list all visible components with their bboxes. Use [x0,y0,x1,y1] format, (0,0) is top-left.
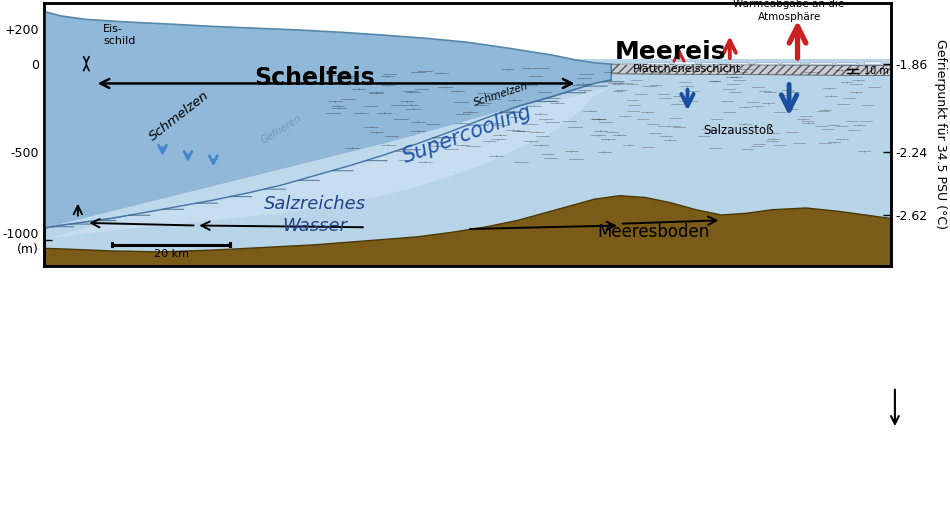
Text: Plättcheneisschicht: Plättcheneisschicht [633,64,741,74]
Text: 10 m: 10 m [864,66,888,76]
Bar [647,62,669,64]
Text: Schmelzen: Schmelzen [147,89,212,143]
Text: Eis-
schild: Eis- schild [104,24,136,46]
Polygon shape [611,64,891,76]
Bar [728,62,749,64]
Text: Salzausstoß: Salzausstoß [703,124,773,137]
Text: Gefrieren: Gefrieren [259,113,303,146]
Text: Schelfeis: Schelfeis [255,66,375,90]
Bar [837,62,857,64]
Bar [864,61,881,64]
Polygon shape [44,59,891,257]
Bar [782,62,800,64]
Text: Schmelzen: Schmelzen [472,81,530,108]
Bar [619,63,642,64]
Bar [674,61,694,64]
Bar [809,62,832,64]
Polygon shape [44,80,611,239]
Text: Supercooling: Supercooling [400,101,535,167]
Text: Meereis: Meereis [615,40,727,64]
Polygon shape [44,196,891,266]
Y-axis label: Gefrierpunkt für 34.5 PSU (°C): Gefrierpunkt für 34.5 PSU (°C) [934,40,947,229]
Polygon shape [44,12,611,228]
Bar [701,62,718,64]
Text: Wärmeabgabe an die
Atmosphäre: Wärmeabgabe an die Atmosphäre [733,0,845,22]
Text: Meeresboden: Meeresboden [598,223,710,241]
Text: 20 km: 20 km [154,248,188,259]
Text: Salzreiches
Wasser: Salzreiches Wasser [264,195,366,235]
Bar [755,62,778,64]
